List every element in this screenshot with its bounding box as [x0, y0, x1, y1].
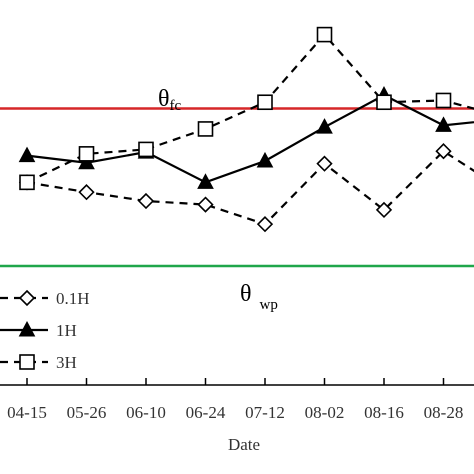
point-0.1H-06-10 [137, 192, 155, 210]
legend: 0.1H 1H 3H [0, 289, 90, 372]
legend-marker-1H [18, 320, 36, 337]
point-3H-06-10 [138, 141, 154, 158]
legend-label-1H: 1H [56, 321, 77, 340]
x-tick-label-08-02: 08-02 [305, 403, 345, 422]
legend-label-3H: 3H [56, 353, 77, 372]
legend-marker-0.1H [18, 289, 36, 307]
point-0.1H-05-26 [78, 183, 95, 201]
point-3H-08-02 [316, 26, 333, 43]
series-3H [19, 26, 474, 191]
point-3H-08-28 [435, 92, 452, 109]
x-axis: 04-15 05-26 06-10 06-24 07-12 08-02 08-16 08-28… [0, 378, 474, 422]
series-0.1H [18, 143, 474, 233]
point-3H-06-24 [197, 121, 214, 137]
legend-label-0.1H: 0.1H [56, 289, 90, 308]
point-0.1H-08-28 [435, 143, 452, 160]
reference-label-fc: θfc [158, 86, 181, 114]
point-1H-05-26 [78, 153, 95, 170]
point-0.1H-06-24 [197, 196, 214, 213]
point-3H-05-26 [78, 146, 95, 162]
point-0.1H-08-02 [316, 155, 333, 172]
point-3H-04-15 [19, 174, 35, 191]
point-1H-07-12 [256, 151, 274, 168]
point-1H-04-15 [18, 146, 36, 163]
x-tick-label-05-26: 05-26 [67, 403, 107, 422]
point-3H-07-12 [257, 94, 273, 111]
point-1H-08-02 [316, 118, 333, 134]
x-tick-label-08-16: 08-16 [364, 403, 404, 422]
point-0.1H-08-16 [375, 201, 393, 219]
reference-label-wp: θ wp [240, 281, 278, 313]
x-tick-label-04-15: 04-15 [7, 403, 47, 422]
x-axis-label: Date [228, 435, 260, 454]
x-tick-label-06-10: 06-10 [126, 403, 166, 422]
x-tick-label-07-12: 07-12 [245, 403, 285, 422]
reference-lines: θfc θ wp [0, 86, 474, 313]
x-tick-label-08-28: 08-28 [424, 403, 464, 422]
point-1H-06-24 [197, 173, 214, 189]
point-0.1H-07-12 [256, 216, 274, 233]
point-3H-08-16 [376, 94, 392, 111]
x-tick-label-06-24: 06-24 [186, 403, 226, 422]
point-1H-08-28 [435, 116, 452, 132]
series-group [18, 26, 474, 233]
legend-marker-3H [19, 354, 35, 370]
